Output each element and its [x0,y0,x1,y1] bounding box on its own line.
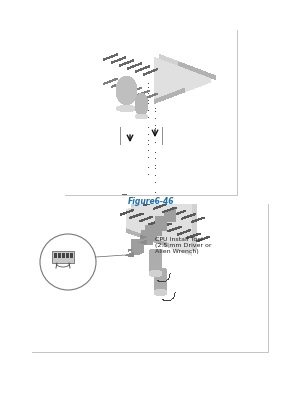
FancyBboxPatch shape [58,252,61,258]
FancyBboxPatch shape [54,252,56,258]
FancyBboxPatch shape [70,252,73,258]
Text: Figure6-46: Figure6-46 [128,196,174,206]
FancyBboxPatch shape [52,251,74,263]
Text: CPU Install Tool
(2.5 mm Driver or
Allen Wrench): CPU Install Tool (2.5 mm Driver or Allen… [155,237,211,254]
FancyBboxPatch shape [66,252,68,258]
FancyBboxPatch shape [32,204,268,352]
Circle shape [40,234,96,290]
FancyBboxPatch shape [65,30,237,195]
FancyBboxPatch shape [62,252,64,258]
